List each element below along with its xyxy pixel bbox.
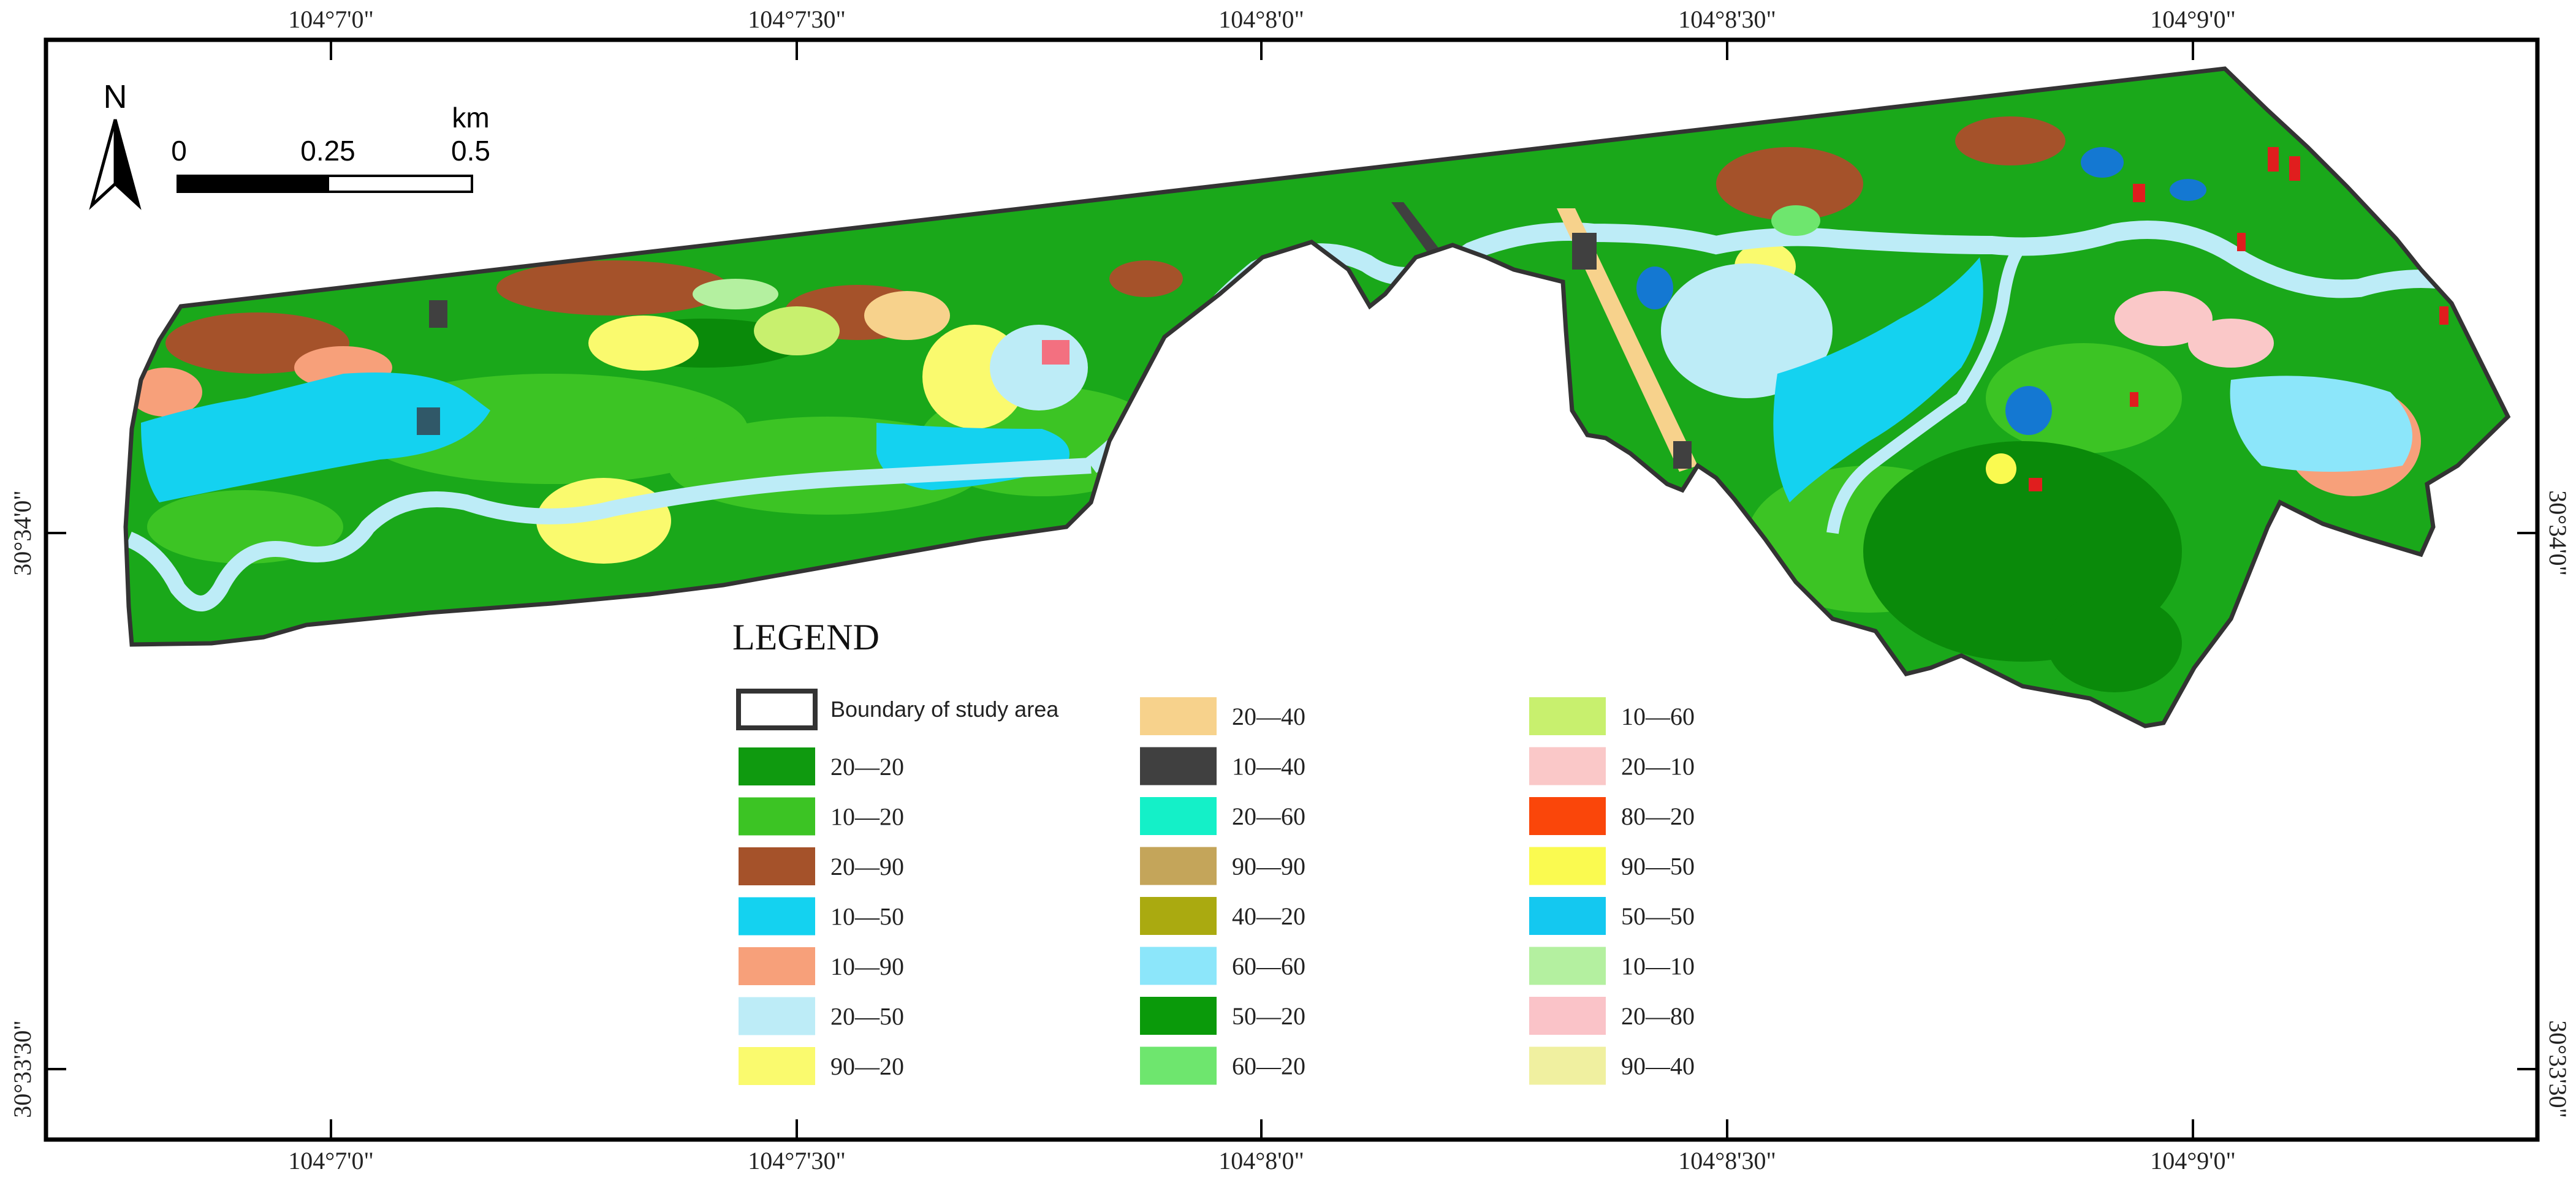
latitude-label-left-2: 30°33'30" <box>9 1020 36 1118</box>
legend-entry-label: 20—90 <box>830 853 904 880</box>
legend-entry-label: 10—90 <box>830 953 904 980</box>
longitude-label-top-2: 104°7'30" <box>748 6 846 33</box>
legend-swatch <box>1529 747 1606 785</box>
legend-swatch <box>1140 797 1217 835</box>
legend-swatch <box>739 1047 815 1085</box>
legend-swatch <box>1529 697 1606 735</box>
legend-entry-label: 90—50 <box>1621 853 1695 880</box>
north-arrow-label: N <box>104 78 127 115</box>
longitude-label-top-4: 104°8'30" <box>1678 6 1776 33</box>
scale-unit-label: km <box>452 102 489 134</box>
legend-title: LEGEND <box>732 617 880 657</box>
latitude-label-left-1: 30°34'0" <box>9 490 36 576</box>
legend-swatch <box>739 897 815 936</box>
legend-entry-label: 10—40 <box>1232 753 1305 781</box>
latitude-label-right-1: 30°34'0" <box>2544 490 2572 576</box>
legend-swatch <box>739 747 815 785</box>
legend-swatch <box>1529 947 1606 985</box>
legend-entry-label: 90—20 <box>830 1053 904 1080</box>
north-arrow-icon <box>89 119 142 210</box>
legend-boundary-label: Boundary of study area <box>830 697 1059 722</box>
legend-entry-label: 20—60 <box>1232 803 1305 830</box>
longitude-label-bottom-4: 104°8'30" <box>1678 1147 1776 1174</box>
scale-tick-0: 0 <box>171 135 187 167</box>
legend-entry-label: 10—20 <box>830 803 904 831</box>
legend-entry-label: 60—60 <box>1232 953 1305 980</box>
legend-entry-label: 20—10 <box>1621 753 1695 781</box>
legend-swatch <box>1529 897 1606 935</box>
legend-swatch <box>1140 1046 1217 1085</box>
legend-entry-label: 50—20 <box>1232 1002 1305 1030</box>
longitude-label-bottom-2: 104°7'30" <box>748 1147 846 1174</box>
longitude-label-top-5: 104°9'0" <box>2150 6 2236 33</box>
legend-entry-label: 50—50 <box>1621 902 1695 930</box>
scale-tick-025: 0.25 <box>300 135 355 167</box>
legend-entry-label: 10—50 <box>830 903 904 931</box>
latitude-label-right-2: 30°33'30" <box>2544 1020 2572 1118</box>
legend-entries: 20—20 10—20 20—90 10—50 10—90 20—50 90—20 20—40… <box>739 697 1695 1085</box>
legend-swatch <box>1140 897 1217 935</box>
longitude-label-bottom-1: 104°7'0" <box>288 1147 374 1174</box>
legend: LEGEND Boundary of study area 20—20 10—20… <box>732 617 1695 1085</box>
legend-swatch <box>739 797 815 836</box>
longitude-label-bottom-5: 104°9'0" <box>2150 1147 2236 1174</box>
legend-entry-label: 60—20 <box>1232 1053 1305 1080</box>
legend-entry-label: 40—20 <box>1232 902 1305 930</box>
legend-swatch <box>739 947 815 985</box>
legend-swatch <box>1140 697 1217 735</box>
legend-swatch <box>1140 947 1217 985</box>
legend-swatch <box>1529 847 1606 885</box>
longitude-label-top-3: 104°8'0" <box>1218 6 1304 33</box>
legend-entry-label: 90—40 <box>1621 1053 1695 1080</box>
legend-entry-label: 80—20 <box>1621 803 1695 830</box>
legend-swatch <box>1529 797 1606 835</box>
legend-entry-label: 10—10 <box>1621 953 1695 980</box>
legend-entry-label: 20—20 <box>830 753 904 781</box>
legend-swatch <box>1140 997 1217 1035</box>
longitude-label-top-1: 104°7'0" <box>288 6 374 33</box>
legend-entry-label: 10—60 <box>1621 703 1695 730</box>
legend-entry-label: 90—90 <box>1232 853 1305 880</box>
longitude-label-bottom-3: 104°8'0" <box>1218 1147 1304 1174</box>
scale-tick-05: 0.5 <box>451 135 490 167</box>
legend-swatch <box>1140 747 1217 785</box>
grid-ticks <box>46 40 2537 1140</box>
legend-boundary-swatch <box>736 689 818 730</box>
legend-swatch <box>1529 1046 1606 1085</box>
legend-swatch <box>1529 997 1606 1035</box>
legend-swatch <box>739 997 815 1035</box>
legend-entry-label: 20—50 <box>830 1003 904 1031</box>
legend-swatch <box>1140 847 1217 885</box>
legend-swatch <box>739 847 815 885</box>
legend-entry-label: 20—80 <box>1621 1002 1695 1030</box>
legend-entry-label: 20—40 <box>1232 703 1305 730</box>
scale-bar <box>177 175 473 193</box>
